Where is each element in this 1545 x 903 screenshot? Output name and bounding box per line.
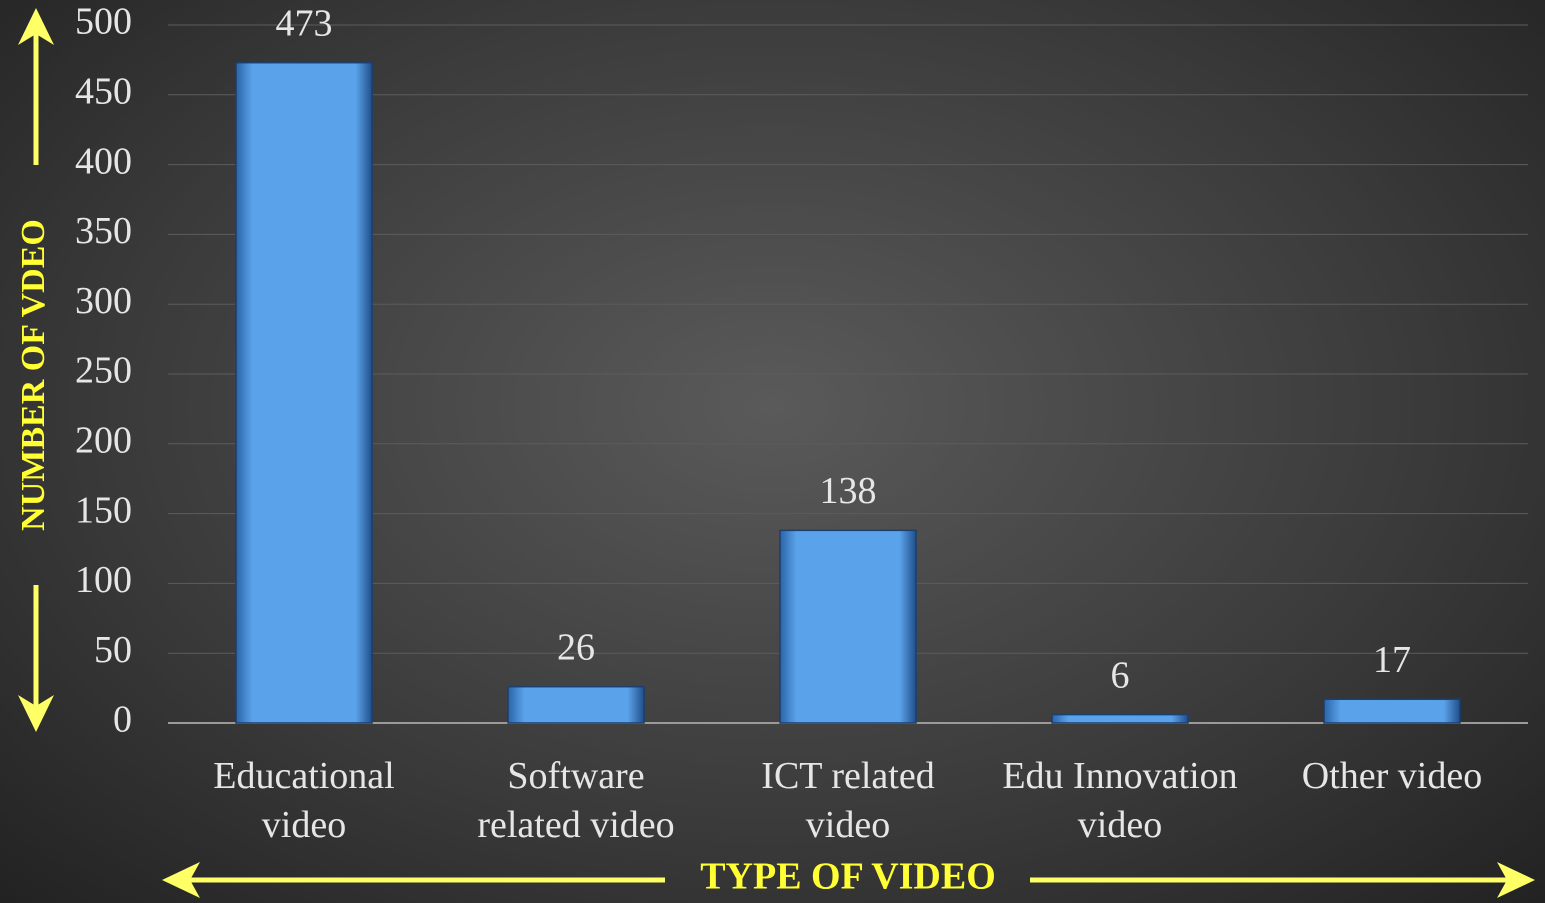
y-tick-label: 0 [113, 699, 132, 741]
y-axis-label: NUMBER OF VDEO [15, 219, 52, 531]
x-tick-label: Educational video [213, 755, 395, 846]
value-label: 138 [820, 470, 877, 512]
x-tick-label: Edu Innovation video [1002, 755, 1238, 846]
y-tick-label: 350 [75, 210, 132, 252]
plot: 0 50 100 150 200 250 300 350 400 450 500 473 26 138 6 1… [75, 1, 1528, 741]
y-tick-label: 500 [75, 1, 132, 43]
x-tick-label: Other video [1301, 755, 1483, 797]
x-tick-label: Software related video [477, 755, 675, 846]
x-axis-label: TYPE OF VIDEO [700, 856, 996, 898]
y-tick-label: 100 [75, 559, 132, 601]
value-label: 473 [276, 2, 333, 44]
bar [1051, 713, 1189, 724]
y-tick-label: 50 [94, 629, 132, 671]
y-tick-label: 200 [75, 420, 132, 462]
value-label: 17 [1373, 639, 1411, 681]
bar [1323, 698, 1461, 724]
bar [507, 685, 645, 724]
y-arrow [18, 8, 54, 732]
bar [235, 61, 373, 724]
y-tick-label: 300 [75, 280, 132, 322]
value-label: 6 [1111, 654, 1130, 696]
y-tick-label: 450 [75, 71, 132, 113]
y-tick-label: 150 [75, 489, 132, 531]
value-label: 26 [557, 626, 595, 668]
y-tick-label: 400 [75, 140, 132, 182]
bar [779, 529, 917, 724]
x-tick-label: ICT related video [761, 755, 935, 846]
x-arrow [162, 862, 1535, 898]
y-tick-label: 250 [75, 350, 132, 392]
